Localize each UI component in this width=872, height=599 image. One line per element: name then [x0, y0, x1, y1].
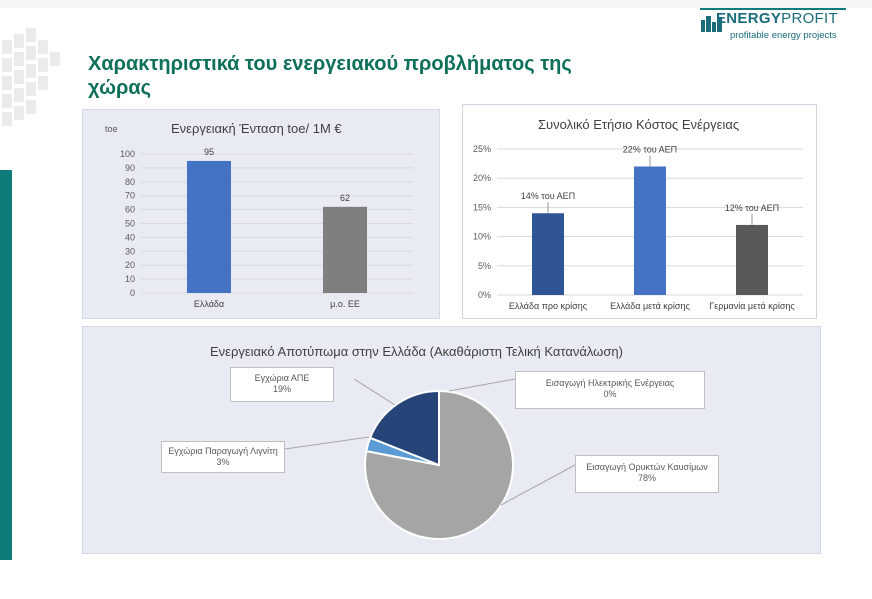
chart2-title: Συνολικό Ετήσιο Κόστος Ενέργειας [538, 117, 740, 132]
logo-wordmark: ENERGYPROFIT [716, 10, 838, 27]
page-title: Χαρακτηριστικά του ενεργειακού προβλήματ… [88, 53, 572, 99]
y-tick-label: 30 [125, 246, 135, 256]
x-category-label: Ελλάδα προ κρίσης [509, 301, 588, 311]
bar-1 [634, 166, 666, 295]
pie-leader-line [448, 378, 516, 392]
y-tick-label: 25% [473, 144, 491, 154]
y-tick-label: 40 [125, 232, 135, 242]
pie-label-lignite: Εγχώρια Παραγωγή Λιγνίτη [168, 446, 278, 456]
pie-leader-line [353, 378, 396, 406]
pie-slice-1 [364, 389, 514, 540]
pie-callout-res: Εγχώρια ΑΠΕ 19% [230, 367, 334, 402]
y-tick-label: 70 [125, 191, 135, 201]
y-tick-label: 0% [478, 290, 491, 300]
side-accent-bar [0, 170, 12, 560]
pie-value-res: 19% [272, 384, 291, 394]
pie-label-fossil-import: Εισαγωγή Ορυκτών Καυσίμων [586, 462, 708, 472]
y-tick-label: 15% [473, 202, 491, 212]
chart1-title: Ενεργειακή Ένταση toe/ 1M € [171, 121, 342, 136]
chart-energy-footprint: Ενεργειακό Αποτύπωμα στην Ελλάδα (Ακαθάρ… [82, 326, 821, 554]
bar-1 [323, 206, 367, 293]
logo-city-icon [701, 16, 722, 32]
pie-label-res: Εγχώρια ΑΠΕ [254, 373, 310, 383]
chart-annual-energy-cost: Συνολικό Ετήσιο Κόστος Ενέργειας 25% 20% 1… [462, 104, 817, 319]
x-category-label: Ελλάδα μετά κρίσης [610, 301, 690, 311]
x-category-label: μ.ο. ΕΕ [330, 299, 360, 309]
x-category-label: Ελλάδα [194, 299, 224, 309]
chart3-title: Ενεργειακό Αποτύπωμα στην Ελλάδα (Ακαθάρ… [210, 344, 623, 359]
company-logo: ENERGYPROFIT profitable energy projects [700, 10, 850, 44]
chart1-ylabel: toe [105, 124, 118, 134]
pie-value-lignite: 3% [216, 457, 230, 467]
pie-label-electricity-import: Εισαγωγή Ηλεκτρικής Ενέργειας [545, 378, 675, 388]
y-tick-label: 20% [473, 173, 491, 183]
pie-value-electricity-import: 0% [603, 389, 617, 399]
y-tick-label: 80 [125, 177, 135, 187]
chart3-plot [284, 378, 576, 540]
y-tick-label: 10 [125, 274, 135, 284]
pie-callout-fossil-import: Εισαγωγή Ορυκτών Καυσίμων 78% [575, 455, 719, 493]
bar-0 [187, 160, 231, 293]
x-category-label: Γερμανία μετά κρίσης [709, 301, 795, 311]
y-tick-label: 10% [473, 232, 491, 242]
y-tick-label: 20 [125, 260, 135, 270]
decorative-grid-pattern [2, 28, 60, 126]
y-tick-label: 90 [125, 163, 135, 173]
data-label: 12% του ΑΕΠ [725, 203, 779, 213]
pie-leader-line [284, 436, 370, 450]
data-label: 22% του ΑΕΠ [623, 145, 677, 155]
y-tick-label: 60 [125, 205, 135, 215]
pie-slice-3 [368, 389, 440, 467]
pie-callout-electricity-import: Εισαγωγή Ηλεκτρικής Ενέργειας 0% [515, 371, 705, 409]
pie-callout-lignite: Εγχώρια Παραγωγή Λιγνίτη 3% [161, 441, 285, 473]
chart-energy-intensity: Ενεργειακή Ένταση toe/ 1M € toe 100 90 80 7… [82, 109, 440, 319]
logo-underline [700, 8, 846, 10]
chart2-plot: 25% 20% 15% 10% 5% 0% Ελλάδα προ κρίσης 14% του… [473, 144, 803, 311]
logo-energy-text: ENERGY [716, 10, 782, 27]
y-tick-label: 5% [478, 261, 491, 271]
pie-leader-line [500, 464, 576, 506]
bar-2 [736, 224, 768, 295]
y-tick-label: 50 [125, 219, 135, 229]
data-label: 95 [204, 147, 214, 157]
y-tick-label: 100 [120, 149, 135, 159]
y-tick-label: 0 [130, 288, 135, 298]
pie-value-fossil-import: 78% [637, 473, 656, 483]
logo-tagline: profitable energy projects [730, 30, 837, 41]
bar-0 [532, 213, 564, 295]
data-label: 62 [340, 193, 350, 203]
top-band [0, 0, 872, 8]
logo-profit-text: PROFIT [781, 10, 838, 27]
data-label: 14% του ΑΕΠ [521, 191, 575, 201]
